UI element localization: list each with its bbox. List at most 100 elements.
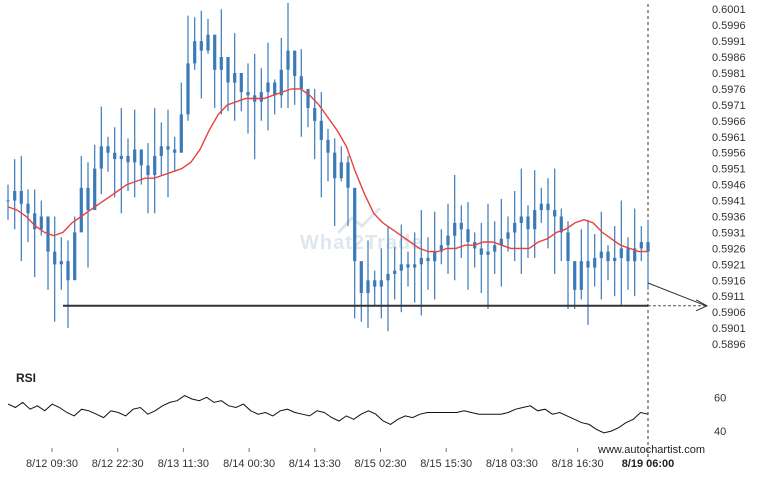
- y-tick-label: 0.5976: [712, 84, 746, 96]
- y-tick-label: 0.5931: [712, 227, 746, 239]
- price-candle-body: [233, 73, 237, 83]
- x-tick-label: 8/18 03:30: [486, 458, 538, 470]
- price-candle-body: [579, 261, 583, 290]
- price-candle-body: [66, 261, 70, 281]
- price-candle-body: [6, 200, 10, 202]
- price-candle-body: [566, 232, 570, 262]
- y-tick-label: 0.5991: [712, 36, 746, 48]
- price-candle-body: [553, 210, 557, 217]
- price-candle-body: [419, 257, 423, 265]
- x-tick-label: 8/12 22:30: [92, 458, 144, 470]
- price-candle-body: [133, 149, 137, 163]
- price-candle-body: [406, 264, 410, 268]
- price-candle-body: [413, 264, 417, 268]
- price-candle-body: [346, 162, 350, 188]
- price-candle-body: [619, 248, 623, 258]
- price-candle-body: [53, 251, 57, 265]
- price-candle-body: [86, 187, 90, 211]
- x-tick-label: 8/12 09:30: [26, 458, 78, 470]
- price-candle-body: [119, 155, 123, 160]
- price-candle-body: [193, 41, 197, 64]
- price-candle-body: [646, 242, 650, 252]
- price-candle-body: [319, 120, 323, 140]
- price-candle-body: [339, 162, 343, 179]
- price-candle-body: [306, 88, 310, 108]
- price-candle-body: [486, 251, 490, 255]
- price-candle-body: [299, 76, 303, 89]
- price-candle-body: [379, 280, 383, 287]
- rsi-line: [7, 395, 649, 434]
- y-tick-label: 0.5951: [712, 164, 746, 176]
- credit-text: www.autochartist.com: [597, 444, 705, 456]
- price-plot: [6, 2, 709, 462]
- price-candle-body: [139, 149, 143, 166]
- price-candle-body: [526, 216, 530, 230]
- price-candle-body: [246, 92, 250, 96]
- price-candle-body: [326, 139, 330, 153]
- price-candle-body: [73, 232, 77, 281]
- price-candle-body: [206, 34, 210, 51]
- price-candle-body: [479, 248, 483, 255]
- price-candle-body: [593, 257, 597, 268]
- price-candle-body: [179, 114, 183, 153]
- watermark-chart-icon: [336, 206, 382, 235]
- price-candle-body: [153, 155, 157, 175]
- x-tick-label: 8/14 13:30: [289, 458, 341, 470]
- price-candle-body: [99, 146, 103, 169]
- watermark: What2Trade: [300, 206, 423, 254]
- rsi-tick-label: 40: [714, 426, 726, 438]
- price-candle-body: [199, 41, 203, 51]
- price-candle-body: [606, 251, 610, 262]
- price-candle-body: [113, 152, 117, 160]
- price-candle-body: [226, 57, 230, 83]
- price-candle-body: [513, 222, 517, 233]
- price-candle-body: [293, 50, 297, 77]
- x-tick-label: 8/13 11:30: [158, 458, 209, 470]
- price-candle-body: [59, 261, 63, 265]
- y-tick-label: 0.5961: [712, 132, 746, 144]
- price-candle-body: [353, 187, 357, 262]
- y-tick-label: 0.5971: [712, 100, 746, 112]
- x-tick-label: 8/18 16:30: [552, 458, 604, 470]
- x-tick-label: 8/15 02:30: [355, 458, 407, 470]
- price-candle-body: [259, 92, 263, 102]
- y-tick-label: 0.5966: [712, 116, 746, 128]
- price-candle-body: [399, 264, 403, 271]
- price-candle-body: [519, 216, 523, 223]
- price-candle-body: [159, 146, 163, 156]
- y-tick-label: 0.6001: [712, 4, 746, 16]
- y-tick-label: 0.5936: [712, 211, 746, 223]
- price-candle-body: [279, 69, 283, 96]
- price-candle-body: [626, 248, 630, 262]
- forecast-arrow-head: [695, 299, 709, 312]
- price-candle-body: [93, 168, 97, 211]
- price-candle-body: [426, 257, 430, 262]
- price-candle-body: [286, 50, 290, 70]
- price-candle-body: [453, 222, 457, 236]
- price-candle-body: [559, 216, 563, 233]
- x-tick-label: 8/19 06:00: [622, 458, 675, 470]
- price-candle-body: [239, 73, 243, 93]
- price-candle-body: [273, 82, 277, 96]
- moving-average-line: [7, 88, 648, 253]
- rsi-tick-label: 60: [714, 392, 726, 404]
- price-candle-body: [393, 270, 397, 274]
- price-candle-body: [506, 232, 510, 239]
- y-tick-label: 0.5921: [712, 259, 746, 271]
- y-tick-label: 0.5926: [712, 243, 746, 255]
- price-candle-body: [166, 146, 170, 150]
- y-tick-label: 0.5986: [712, 52, 746, 64]
- price-candle-body: [213, 34, 217, 70]
- rsi-plot: RSI 60 40: [7, 371, 726, 438]
- price-candle-body: [633, 248, 637, 262]
- price-candle-body: [106, 146, 110, 153]
- price-candle-body: [313, 108, 317, 121]
- y-tick-label: 0.5996: [712, 20, 746, 32]
- price-candle-body: [79, 187, 83, 233]
- y-tick-label: 0.5916: [712, 275, 746, 287]
- watermark-text: What2Trade: [300, 232, 423, 254]
- y-tick-label: 0.5901: [712, 323, 746, 335]
- price-candle-body: [599, 251, 603, 258]
